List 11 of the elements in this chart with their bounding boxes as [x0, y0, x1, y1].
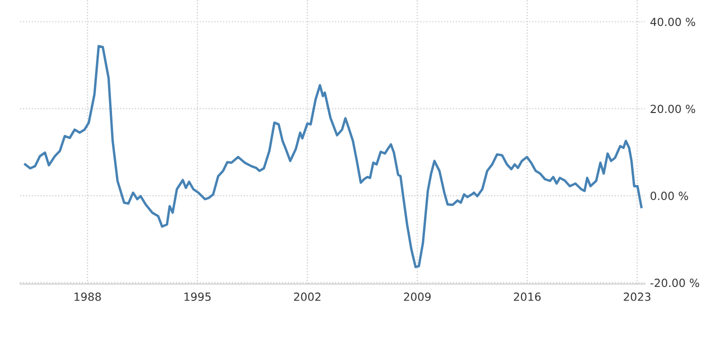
y-tick-label: 20.00 %: [650, 104, 696, 114]
x-tick-label: 2016: [514, 292, 541, 301]
y-tick-label: -20.00 %: [650, 278, 700, 288]
x-tick-label: 2009: [404, 292, 431, 301]
y-tick-label: 0.00 %: [650, 192, 688, 200]
y-tick-label: 40.00 %: [650, 18, 696, 26]
x-tick-label: 1988: [74, 292, 101, 301]
x-tick-label: 1995: [184, 292, 211, 301]
line-series: [24, 44, 643, 268]
x-tick-label: 2002: [294, 292, 320, 301]
x-tick-label: 2023: [624, 292, 650, 301]
